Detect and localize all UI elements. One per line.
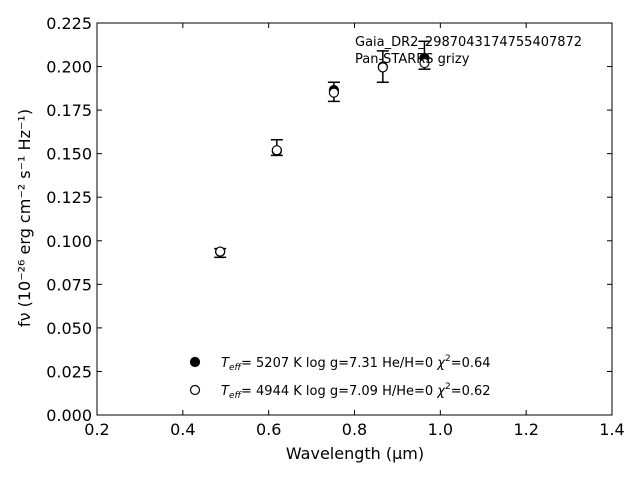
y-tick-label: 0.200 [46,58,92,77]
x-tick-label: 0.8 [342,420,367,439]
point-open [419,57,430,69]
x-tick-label: 0.2 [84,420,109,439]
annotation-star-id: Gaia_DR2_2987043174755407872 [355,35,582,50]
x-tick-label: 1.0 [428,420,453,439]
legend-marker [189,384,201,396]
x-tick-label: 1.2 [513,420,538,439]
y-tick-label: 0.050 [46,319,92,338]
y-tick-label: 0.075 [46,275,92,294]
x-tick-label: 0.4 [170,420,195,439]
legend-marker [189,356,201,368]
legend-entry: Teff= 4944 K log g=7.09 H/He=0 χ2=0.62 [221,382,491,401]
y-tick-label: 0.125 [46,188,92,207]
x-tick-label: 0.6 [256,420,281,439]
point-open [215,246,226,257]
y-tick-label: 0.000 [46,406,92,425]
x-tick-label: 1.4 [599,420,624,439]
legend-entry: Teff= 5207 K log g=7.31 He/H=0 χ2=0.64 [221,354,491,373]
y-tick-label: 0.150 [46,145,92,164]
x-axis-label: Wavelength (μm) [286,444,424,463]
y-tick-label: 0.175 [46,101,92,120]
model-points [215,52,430,257]
y-tick-label: 0.100 [46,232,92,251]
y-axis-ticks: 0.000 0.025 0.050 0.075 0.100 0.125 0.150 0.175… [46,14,612,425]
point-open [328,87,339,98]
observed-errorbars [214,40,431,259]
y-axis-label: fν (10⁻²⁶ erg cm⁻² s⁻¹ Hz⁻¹) [15,109,34,327]
point-open [377,62,388,73]
point-open [271,145,282,156]
x-axis-ticks: 0.2 0.4 0.6 0.8 1.0 1.2 1.4 [84,23,625,439]
legend: Teff= 5207 K log g=7.31 He/H=0 χ2=0.64 Te… [189,354,491,401]
y-tick-label: 0.225 [46,14,92,33]
annotation-survey: Pan-STARRS grizy [355,52,470,67]
y-tick-label: 0.025 [46,362,92,381]
